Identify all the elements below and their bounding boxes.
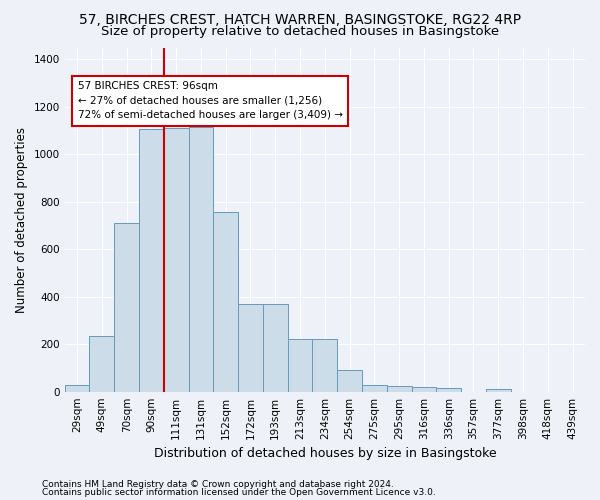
Bar (337, 370, 362, 392)
Text: 57 BIRCHES CREST: 96sqm
← 27% of detached houses are smaller (1,256)
72% of semi: 57 BIRCHES CREST: 96sqm ← 27% of detache… (77, 80, 343, 120)
Bar (114, 223, 139, 392)
Text: Contains public sector information licensed under the Open Government Licence v3: Contains public sector information licen… (42, 488, 436, 497)
Bar (164, 128, 188, 392)
Bar (214, 212, 238, 392)
Bar (436, 388, 461, 392)
Bar (89, 336, 114, 392)
Bar (486, 390, 511, 392)
Bar (287, 340, 313, 392)
Bar (238, 304, 263, 392)
Text: Contains HM Land Registry data © Crown copyright and database right 2024.: Contains HM Land Registry data © Crown c… (42, 480, 394, 489)
Bar (387, 386, 412, 392)
Text: Size of property relative to detached houses in Basingstoke: Size of property relative to detached ho… (101, 25, 499, 38)
Bar (188, 127, 214, 392)
X-axis label: Distribution of detached houses by size in Basingstoke: Distribution of detached houses by size … (154, 447, 496, 460)
Bar (263, 304, 287, 392)
Bar (139, 130, 164, 392)
Text: 57, BIRCHES CREST, HATCH WARREN, BASINGSTOKE, RG22 4RP: 57, BIRCHES CREST, HATCH WARREN, BASINGS… (79, 12, 521, 26)
Y-axis label: Number of detached properties: Number of detached properties (15, 126, 28, 312)
Bar (313, 340, 337, 392)
Bar (362, 384, 387, 392)
Bar (65, 384, 89, 392)
Bar (412, 387, 436, 392)
